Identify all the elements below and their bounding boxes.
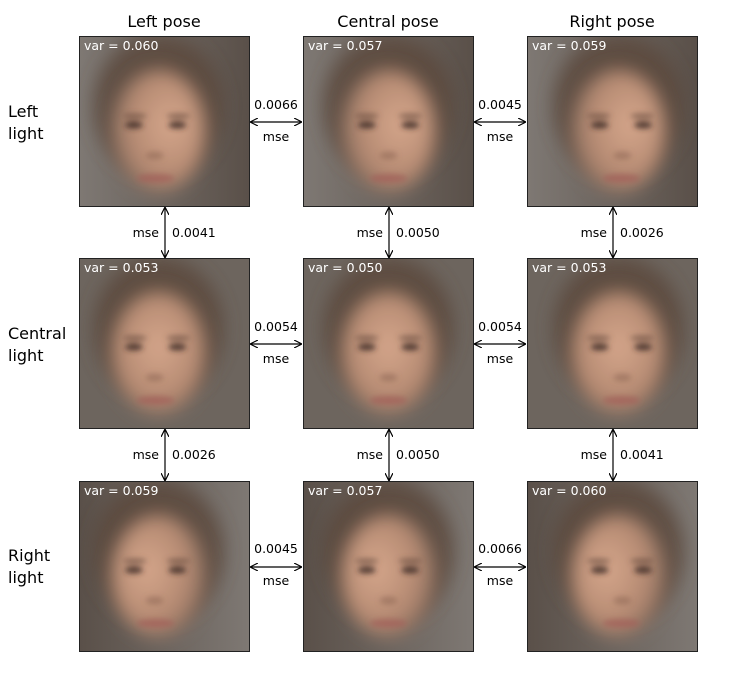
mse-label: mse	[356, 225, 383, 240]
row-title-line2: light	[8, 346, 44, 365]
mse-label: mse	[132, 447, 159, 462]
mse-label: mse	[580, 225, 607, 240]
face-image-left-light-right-pose: var = 0.059	[527, 36, 698, 207]
face-image-central-light-right-pose: var = 0.053	[527, 258, 698, 429]
face-image-right-light-right-pose: var = 0.060	[527, 481, 698, 652]
mse-value: 0.0041	[172, 225, 216, 240]
mse-label: mse	[262, 129, 290, 144]
mse-value: 0.0026	[172, 447, 216, 462]
mse-value: 0.0066	[254, 97, 298, 112]
mse-value: 0.0050	[396, 447, 440, 462]
face-image-central-light-left-pose: var = 0.053	[79, 258, 250, 429]
row-title-line1: Right	[8, 546, 51, 565]
row-title-line2: light	[8, 124, 44, 143]
face-image-left-light-left-pose: var = 0.060	[79, 36, 250, 207]
variance-label: var = 0.050	[308, 260, 383, 275]
mse-label: mse	[132, 225, 159, 240]
mse-label: mse	[486, 129, 514, 144]
face-image-right-light-left-pose: var = 0.059	[79, 481, 250, 652]
variance-label: var = 0.060	[532, 483, 607, 498]
row-title-line1: Central	[8, 324, 67, 343]
variance-label: var = 0.053	[532, 260, 607, 275]
row-title-right-light: Right light	[8, 545, 78, 589]
mse-label: mse	[486, 573, 514, 588]
mse-label: mse	[262, 573, 290, 588]
mse-value: 0.0050	[396, 225, 440, 240]
mse-value: 0.0054	[254, 319, 298, 334]
variance-label: var = 0.057	[308, 38, 383, 53]
mse-value: 0.0054	[478, 319, 522, 334]
row-title-line1: Left	[8, 102, 39, 121]
mse-label: mse	[262, 351, 290, 366]
mse-label: mse	[486, 351, 514, 366]
mse-value: 0.0045	[254, 541, 298, 556]
mse-value: 0.0026	[620, 225, 664, 240]
variance-label: var = 0.059	[532, 38, 607, 53]
face-image-central-light-central-pose: var = 0.050	[303, 258, 474, 429]
variance-label: var = 0.057	[308, 483, 383, 498]
row-title-left-light: Left light	[8, 101, 78, 145]
row-title-central-light: Central light	[8, 323, 78, 367]
mse-label: mse	[580, 447, 607, 462]
mse-label: mse	[356, 447, 383, 462]
column-title-right-pose: Right pose	[569, 12, 655, 31]
row-title-line2: light	[8, 568, 44, 587]
column-title-left-pose: Left pose	[127, 12, 201, 31]
mse-value: 0.0041	[620, 447, 664, 462]
face-image-left-light-central-pose: var = 0.057	[303, 36, 474, 207]
column-title-central-pose: Central pose	[337, 12, 439, 31]
face-image-right-light-central-pose: var = 0.057	[303, 481, 474, 652]
variance-label: var = 0.059	[84, 483, 159, 498]
mse-value: 0.0066	[478, 541, 522, 556]
variance-label: var = 0.060	[84, 38, 159, 53]
variance-label: var = 0.053	[84, 260, 159, 275]
mse-value: 0.0045	[478, 97, 522, 112]
